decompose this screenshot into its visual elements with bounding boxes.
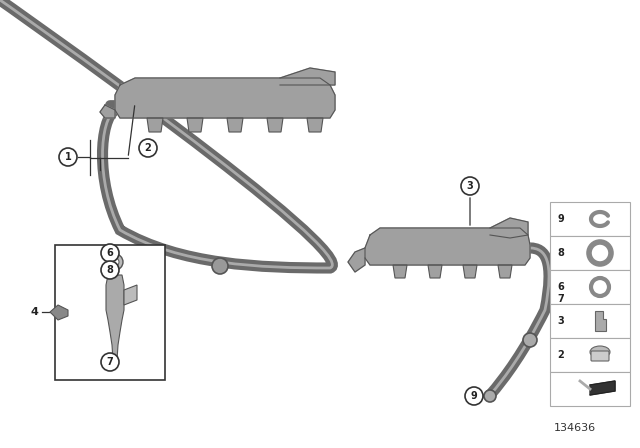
Polygon shape (590, 381, 615, 395)
Polygon shape (595, 311, 606, 331)
Circle shape (107, 254, 123, 270)
Text: 8: 8 (557, 248, 564, 258)
Circle shape (59, 148, 77, 166)
FancyBboxPatch shape (550, 372, 630, 406)
Circle shape (523, 333, 537, 347)
Polygon shape (463, 265, 477, 278)
Polygon shape (498, 265, 512, 278)
FancyBboxPatch shape (550, 202, 630, 236)
Polygon shape (100, 105, 115, 118)
FancyBboxPatch shape (550, 338, 630, 372)
Text: 2: 2 (557, 350, 564, 360)
Polygon shape (187, 118, 203, 132)
FancyBboxPatch shape (55, 245, 165, 380)
Polygon shape (428, 265, 442, 278)
Text: 9: 9 (557, 214, 564, 224)
Text: 2: 2 (145, 143, 152, 153)
Circle shape (484, 390, 496, 402)
Text: 134636: 134636 (554, 423, 596, 433)
Polygon shape (348, 248, 365, 272)
Text: 9: 9 (470, 391, 477, 401)
Circle shape (139, 139, 157, 157)
Text: 3: 3 (557, 316, 564, 326)
Circle shape (111, 258, 119, 266)
Polygon shape (106, 275, 124, 360)
Text: 7: 7 (557, 294, 564, 304)
Polygon shape (580, 377, 590, 385)
Ellipse shape (590, 346, 610, 358)
Polygon shape (490, 218, 528, 238)
FancyBboxPatch shape (550, 304, 630, 338)
Text: 8: 8 (107, 265, 113, 275)
Circle shape (101, 244, 119, 262)
Polygon shape (147, 118, 163, 132)
Text: 3: 3 (467, 181, 474, 191)
FancyBboxPatch shape (591, 351, 609, 361)
Polygon shape (393, 265, 407, 278)
Text: 4: 4 (30, 307, 38, 317)
Polygon shape (267, 118, 283, 132)
Text: 6: 6 (107, 248, 113, 258)
Circle shape (101, 353, 119, 371)
Text: 7: 7 (107, 357, 113, 367)
Polygon shape (115, 78, 335, 118)
Polygon shape (124, 285, 137, 305)
Text: 1: 1 (65, 152, 72, 162)
Polygon shape (307, 118, 323, 132)
FancyBboxPatch shape (550, 270, 630, 304)
Polygon shape (50, 305, 68, 320)
Text: 6: 6 (557, 282, 564, 292)
Circle shape (212, 258, 228, 274)
Polygon shape (365, 228, 530, 265)
FancyBboxPatch shape (550, 236, 630, 270)
Circle shape (465, 387, 483, 405)
Circle shape (101, 261, 119, 279)
Text: 5: 5 (155, 315, 163, 325)
Circle shape (461, 177, 479, 195)
Polygon shape (227, 118, 243, 132)
Polygon shape (280, 68, 335, 85)
